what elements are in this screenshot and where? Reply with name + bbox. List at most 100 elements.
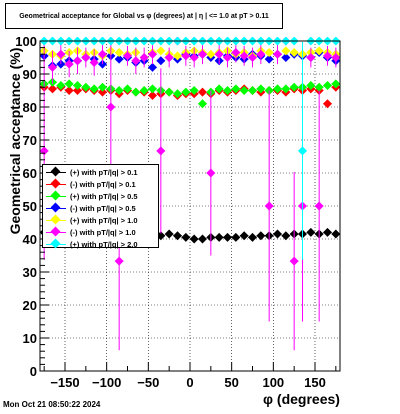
data-point [264, 54, 274, 64]
x-tick-label: −50 [137, 375, 159, 390]
data-point [173, 89, 182, 99]
data-point [323, 51, 332, 61]
data-point [73, 86, 82, 95]
data-point [48, 62, 57, 72]
data-point [139, 86, 149, 95]
legend-entry: (-) with pT/|q| > 1.0 [46, 226, 158, 238]
data-point [164, 229, 174, 239]
data-point [173, 51, 182, 61]
data-point [323, 99, 332, 109]
data-point [214, 49, 224, 59]
legend-marker [46, 214, 66, 226]
legend-entry: (-) with pT/|q| > 0.5 [46, 202, 158, 214]
x-axis-label: φ (degrees) [263, 391, 340, 407]
data-point [189, 234, 199, 244]
data-point [231, 84, 241, 94]
legend-label: (+) with pT/|q| > 1.0 [70, 215, 138, 225]
data-point [48, 84, 57, 94]
x-tick-label: −150 [50, 375, 79, 390]
y-tick-label: 50 [23, 199, 37, 214]
data-point [56, 81, 66, 91]
legend-marker [46, 166, 66, 178]
data-point [331, 79, 340, 89]
data-point [114, 54, 124, 64]
data-point [181, 87, 191, 97]
data-point [256, 231, 266, 241]
data-point [231, 48, 241, 58]
data-point [248, 232, 257, 242]
legend-entry: (+) with pT/|q| > 0.1 [46, 166, 158, 178]
data-point [98, 82, 107, 92]
x-tick-label: 150 [304, 375, 326, 390]
data-point [323, 227, 332, 237]
data-point [289, 256, 299, 266]
data-point [73, 81, 82, 91]
legend-diamond [50, 214, 61, 225]
y-tick-label: 10 [23, 331, 37, 346]
data-point [156, 56, 166, 66]
data-point [223, 86, 232, 95]
legend-diamond [50, 178, 61, 189]
data-point [64, 59, 74, 69]
data-point [56, 49, 66, 59]
data-point [89, 84, 99, 94]
data-point [306, 53, 316, 62]
data-point [64, 86, 74, 95]
data-point [89, 57, 99, 67]
data-point [306, 227, 316, 237]
data-point [281, 84, 291, 94]
chart-title-text: Geometrical acceptance for Global vs φ (… [19, 12, 269, 20]
data-point [139, 53, 149, 62]
y-axis-label: Geometrical acceptance (%) [7, 47, 23, 235]
legend-marker [46, 226, 66, 238]
legend-marker [46, 178, 66, 190]
data-point [189, 53, 199, 62]
data-point [114, 48, 124, 58]
data-point [223, 53, 232, 62]
data-point [106, 102, 116, 112]
data-point [64, 79, 74, 89]
data-point [331, 229, 340, 239]
data-point [256, 49, 266, 59]
data-point [198, 49, 207, 59]
legend-entry: (+) with pT/|q| > 0.5 [46, 190, 158, 202]
legend-entry: (+) with pT/|q| > 1.0 [46, 214, 158, 226]
data-point [206, 168, 216, 178]
data-point [198, 99, 207, 109]
data-point [331, 53, 340, 62]
data-point [123, 51, 132, 61]
data-point [306, 81, 316, 91]
data-point [231, 232, 241, 242]
data-point [264, 48, 274, 58]
x-tick-label: −100 [92, 375, 121, 390]
data-point [156, 146, 166, 156]
data-point [148, 90, 157, 100]
data-point [273, 229, 282, 239]
legend-marker [46, 190, 66, 202]
chart-title: Geometrical acceptance for Global vs φ (… [5, 3, 283, 29]
legend-diamond [50, 190, 61, 201]
data-point [123, 84, 132, 94]
data-point [323, 81, 332, 91]
data-point [214, 84, 224, 94]
y-tick-label: 60 [23, 166, 37, 181]
data-point [239, 86, 249, 95]
data-point [131, 56, 141, 66]
data-point [148, 62, 157, 72]
data-point [81, 82, 91, 92]
data-point [189, 86, 199, 95]
legend-diamond [50, 238, 61, 249]
y-tick-label: 70 [23, 133, 37, 148]
legend-label: (-) with pT/|q| > 0.1 [70, 179, 136, 189]
y-tick-label: 90 [23, 67, 37, 82]
legend-label: (+) with pT/|q| > 0.5 [70, 191, 138, 201]
data-point [164, 87, 174, 97]
data-point [281, 231, 291, 241]
x-tick-label: 0 [186, 375, 193, 390]
y-tick-label: 40 [23, 232, 37, 247]
legend-entry: (+) with pT/|q| > 2.0 [46, 238, 158, 250]
data-point [239, 51, 249, 61]
legend-marker [46, 238, 66, 250]
data-point [239, 231, 249, 241]
data-point [273, 84, 282, 94]
